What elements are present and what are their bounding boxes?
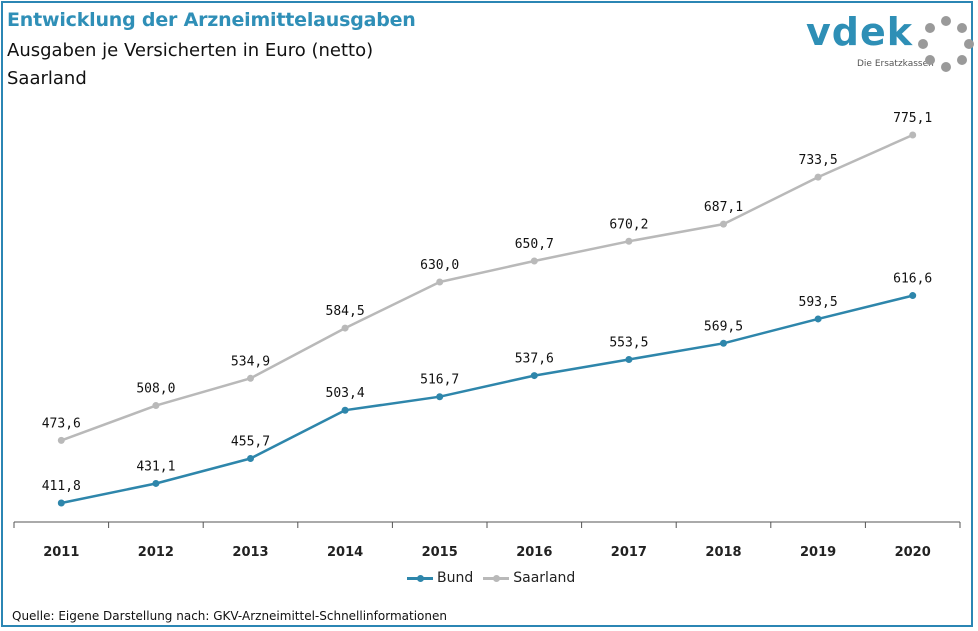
chart-subtitle: Ausgaben je Versicherten in Euro (netto) — [7, 40, 374, 61]
x-tick-label: 2020 — [895, 545, 931, 560]
x-tick-label: 2018 — [705, 545, 741, 560]
data-label-bund: 455,7 — [231, 435, 270, 450]
x-tick-label: 2015 — [422, 545, 458, 560]
data-point-bund — [625, 355, 633, 363]
data-label-bund: 593,5 — [799, 295, 838, 310]
data-point-saarland — [341, 324, 349, 332]
x-axis-ticks — [13, 522, 961, 528]
x-axis-labels: 2011 2012 2013 2014 2015 2016 2017 2018 2019 2020 — [43, 545, 931, 560]
logo-tagline: Die Ersatzkassen — [857, 59, 934, 69]
legend-swatch-bund — [407, 573, 433, 583]
data-label-saarland: 508,0 — [136, 382, 175, 397]
data-point-saarland — [814, 173, 822, 181]
data-label-bund: 569,5 — [704, 319, 743, 334]
data-point-bund — [720, 339, 727, 347]
series-lines — [60, 133, 914, 505]
data-label-bund: 516,7 — [420, 373, 459, 388]
data-point-saarland — [57, 436, 65, 444]
data-point-saarland — [720, 220, 727, 228]
legend-item-bund: Bund — [407, 570, 473, 586]
data-label-saarland: 775,1 — [893, 111, 932, 126]
ring-of-dots-icon — [918, 16, 974, 72]
logo-wordmark: vdek — [806, 10, 914, 54]
data-labels: 473,6 508,0 534,9 584,5 630,0 650,7 670,2 687,1… — [42, 111, 933, 494]
source-note: Quelle: Eigene Darstellung nach: GKV-Arz… — [12, 609, 447, 623]
data-point-bund — [152, 479, 160, 487]
data-label-bund: 431,1 — [136, 459, 175, 474]
data-point-bund — [247, 455, 254, 463]
data-label-bund: 553,5 — [609, 335, 648, 350]
chart-legend: Bund Saarland — [407, 570, 579, 586]
x-tick-label: 2013 — [232, 545, 268, 560]
data-point-saarland — [909, 131, 917, 139]
data-label-bund: 616,6 — [893, 272, 932, 287]
legend-swatch-saarland — [483, 573, 510, 583]
data-label-saarland: 650,7 — [515, 237, 554, 252]
x-tick-label: 2017 — [611, 545, 647, 560]
data-point-saarland — [152, 402, 160, 410]
data-point-saarland — [530, 257, 538, 265]
x-tick-label: 2016 — [516, 545, 552, 560]
legend-label-saarland: Saarland — [513, 570, 576, 586]
legend-item-saarland: Saarland — [483, 570, 575, 586]
data-label-saarland: 534,9 — [231, 354, 270, 369]
series-points — [57, 131, 917, 507]
chart-title: Entwicklung der Arzneimittelausgaben — [7, 9, 416, 31]
data-point-bund — [909, 292, 917, 300]
x-tick-label: 2014 — [327, 545, 363, 560]
region-label: Saarland — [7, 68, 87, 89]
data-label-saarland: 687,1 — [704, 200, 743, 215]
data-label-saarland: 630,0 — [420, 258, 459, 273]
data-point-bund — [436, 393, 444, 401]
data-point-saarland — [436, 278, 444, 286]
data-label-bund: 411,8 — [42, 479, 81, 494]
data-point-saarland — [247, 374, 254, 382]
vdek-logo: vdek Die Ersatzkassen — [806, 10, 974, 72]
data-label-saarland: 584,5 — [326, 304, 365, 319]
data-label-bund: 503,4 — [326, 386, 365, 401]
series-line-bund — [61, 294, 913, 505]
data-point-bund — [341, 406, 349, 414]
data-point-saarland — [625, 237, 633, 245]
x-tick-label: 2012 — [138, 545, 174, 560]
x-tick-label: 2019 — [800, 545, 836, 560]
data-label-saarland: 473,6 — [42, 416, 81, 431]
x-tick-label: 2011 — [43, 545, 79, 560]
data-point-bund — [814, 315, 822, 323]
legend-label-bund: Bund — [437, 570, 474, 586]
data-point-bund — [530, 372, 538, 380]
data-label-saarland: 670,2 — [609, 217, 648, 232]
series-line-saarland — [60, 133, 914, 442]
data-point-bund — [57, 499, 65, 507]
data-label-bund: 537,6 — [515, 352, 554, 367]
data-label-saarland: 733,5 — [799, 153, 838, 168]
